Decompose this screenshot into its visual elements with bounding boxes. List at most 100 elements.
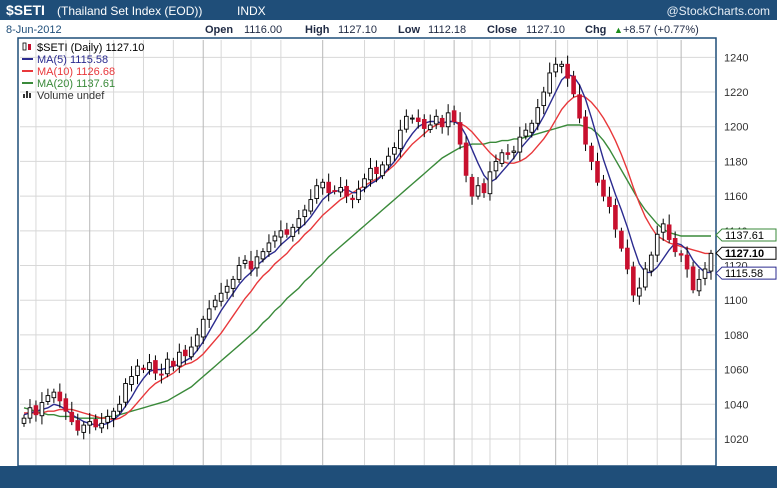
candle-body bbox=[398, 129, 403, 150]
high-value: 1127.10 bbox=[338, 24, 377, 36]
candle-body bbox=[374, 166, 379, 175]
legend-item: Volume undef bbox=[23, 90, 105, 102]
candle bbox=[308, 189, 314, 215]
candle bbox=[529, 119, 535, 138]
candle-body bbox=[93, 419, 98, 428]
candle-body bbox=[589, 145, 594, 162]
candle bbox=[589, 142, 594, 171]
candle bbox=[350, 194, 355, 209]
candle-body bbox=[577, 94, 582, 119]
candle-body bbox=[368, 167, 373, 181]
candle-body bbox=[135, 365, 140, 376]
candle bbox=[332, 185, 337, 195]
candle bbox=[51, 388, 57, 403]
candle-body bbox=[188, 346, 194, 358]
legend-item: MA(10) 1126.68 bbox=[22, 66, 115, 78]
candle-body bbox=[99, 422, 104, 429]
candle-body bbox=[129, 376, 134, 385]
last-tag-text: 1115.58 bbox=[725, 268, 763, 280]
candle bbox=[660, 218, 666, 241]
candle-body bbox=[511, 150, 517, 153]
candle-body bbox=[153, 360, 158, 374]
candle bbox=[571, 70, 576, 98]
candle-body bbox=[660, 223, 666, 233]
candle bbox=[147, 353, 152, 375]
candle bbox=[607, 186, 612, 214]
candle-body bbox=[421, 118, 427, 129]
candle-body bbox=[559, 63, 564, 67]
candle bbox=[111, 407, 116, 428]
low-value: 1112.18 bbox=[428, 24, 466, 36]
candle bbox=[99, 412, 104, 434]
candle-body bbox=[666, 224, 672, 240]
candle-body bbox=[141, 367, 146, 371]
candle-body bbox=[206, 308, 212, 320]
candle bbox=[499, 149, 505, 167]
candle bbox=[129, 366, 134, 392]
candle-body bbox=[33, 405, 39, 416]
candle-body bbox=[266, 242, 272, 253]
candle-body bbox=[332, 190, 337, 193]
candle bbox=[296, 210, 302, 235]
y-tick-label: 1160 bbox=[724, 191, 748, 203]
ma10-series bbox=[24, 94, 711, 421]
candle bbox=[93, 414, 98, 431]
ma5-series bbox=[23, 73, 711, 426]
candle bbox=[356, 180, 361, 204]
candle bbox=[547, 62, 553, 97]
candle bbox=[200, 315, 206, 344]
candle bbox=[613, 198, 618, 238]
candle bbox=[475, 177, 481, 200]
candle bbox=[21, 414, 27, 427]
candle-body bbox=[39, 402, 45, 417]
candle-body bbox=[159, 373, 164, 376]
candle bbox=[165, 352, 170, 378]
candle bbox=[278, 220, 284, 246]
legend-label: Volume undef bbox=[37, 90, 105, 102]
legend-bars-icon bbox=[29, 93, 31, 98]
candle-body bbox=[690, 266, 696, 291]
candle-body bbox=[272, 235, 278, 242]
candle-body bbox=[445, 112, 451, 128]
candle-body bbox=[248, 260, 254, 270]
candle-body bbox=[177, 351, 182, 367]
candle bbox=[69, 401, 75, 426]
legend-bars-icon bbox=[26, 91, 28, 98]
candle-body bbox=[457, 122, 463, 145]
candle-body bbox=[475, 185, 481, 197]
candle-body bbox=[708, 252, 714, 272]
candle-body bbox=[165, 358, 170, 375]
x-axis-bar bbox=[0, 466, 777, 488]
candle bbox=[439, 114, 445, 134]
candle-body bbox=[427, 124, 433, 130]
candle bbox=[648, 251, 654, 277]
candle-body bbox=[147, 362, 152, 371]
candle-body bbox=[350, 197, 355, 201]
candle-body bbox=[200, 318, 206, 338]
symbol-title: $SETI bbox=[6, 2, 45, 18]
last-tag-ma20: 1137.61 bbox=[715, 228, 777, 242]
candle bbox=[171, 357, 176, 372]
candle bbox=[517, 126, 523, 161]
y-tick-label: 1220 bbox=[724, 87, 748, 99]
candle bbox=[642, 262, 648, 291]
title-bar bbox=[0, 0, 777, 20]
candle-body bbox=[123, 383, 128, 403]
candle-body bbox=[547, 72, 553, 94]
candle-body bbox=[224, 285, 230, 293]
candle bbox=[260, 248, 266, 263]
candle-body bbox=[404, 115, 409, 130]
candle bbox=[511, 145, 517, 160]
candle bbox=[708, 249, 714, 280]
candle bbox=[702, 262, 708, 286]
chg-label: Chg bbox=[585, 24, 606, 36]
candle bbox=[565, 55, 570, 87]
candle-body bbox=[254, 256, 260, 269]
candle bbox=[194, 327, 200, 352]
candle bbox=[619, 227, 624, 252]
info-row bbox=[0, 20, 777, 38]
candle bbox=[666, 214, 672, 243]
candle-body bbox=[236, 265, 242, 280]
candle-body bbox=[523, 129, 529, 137]
